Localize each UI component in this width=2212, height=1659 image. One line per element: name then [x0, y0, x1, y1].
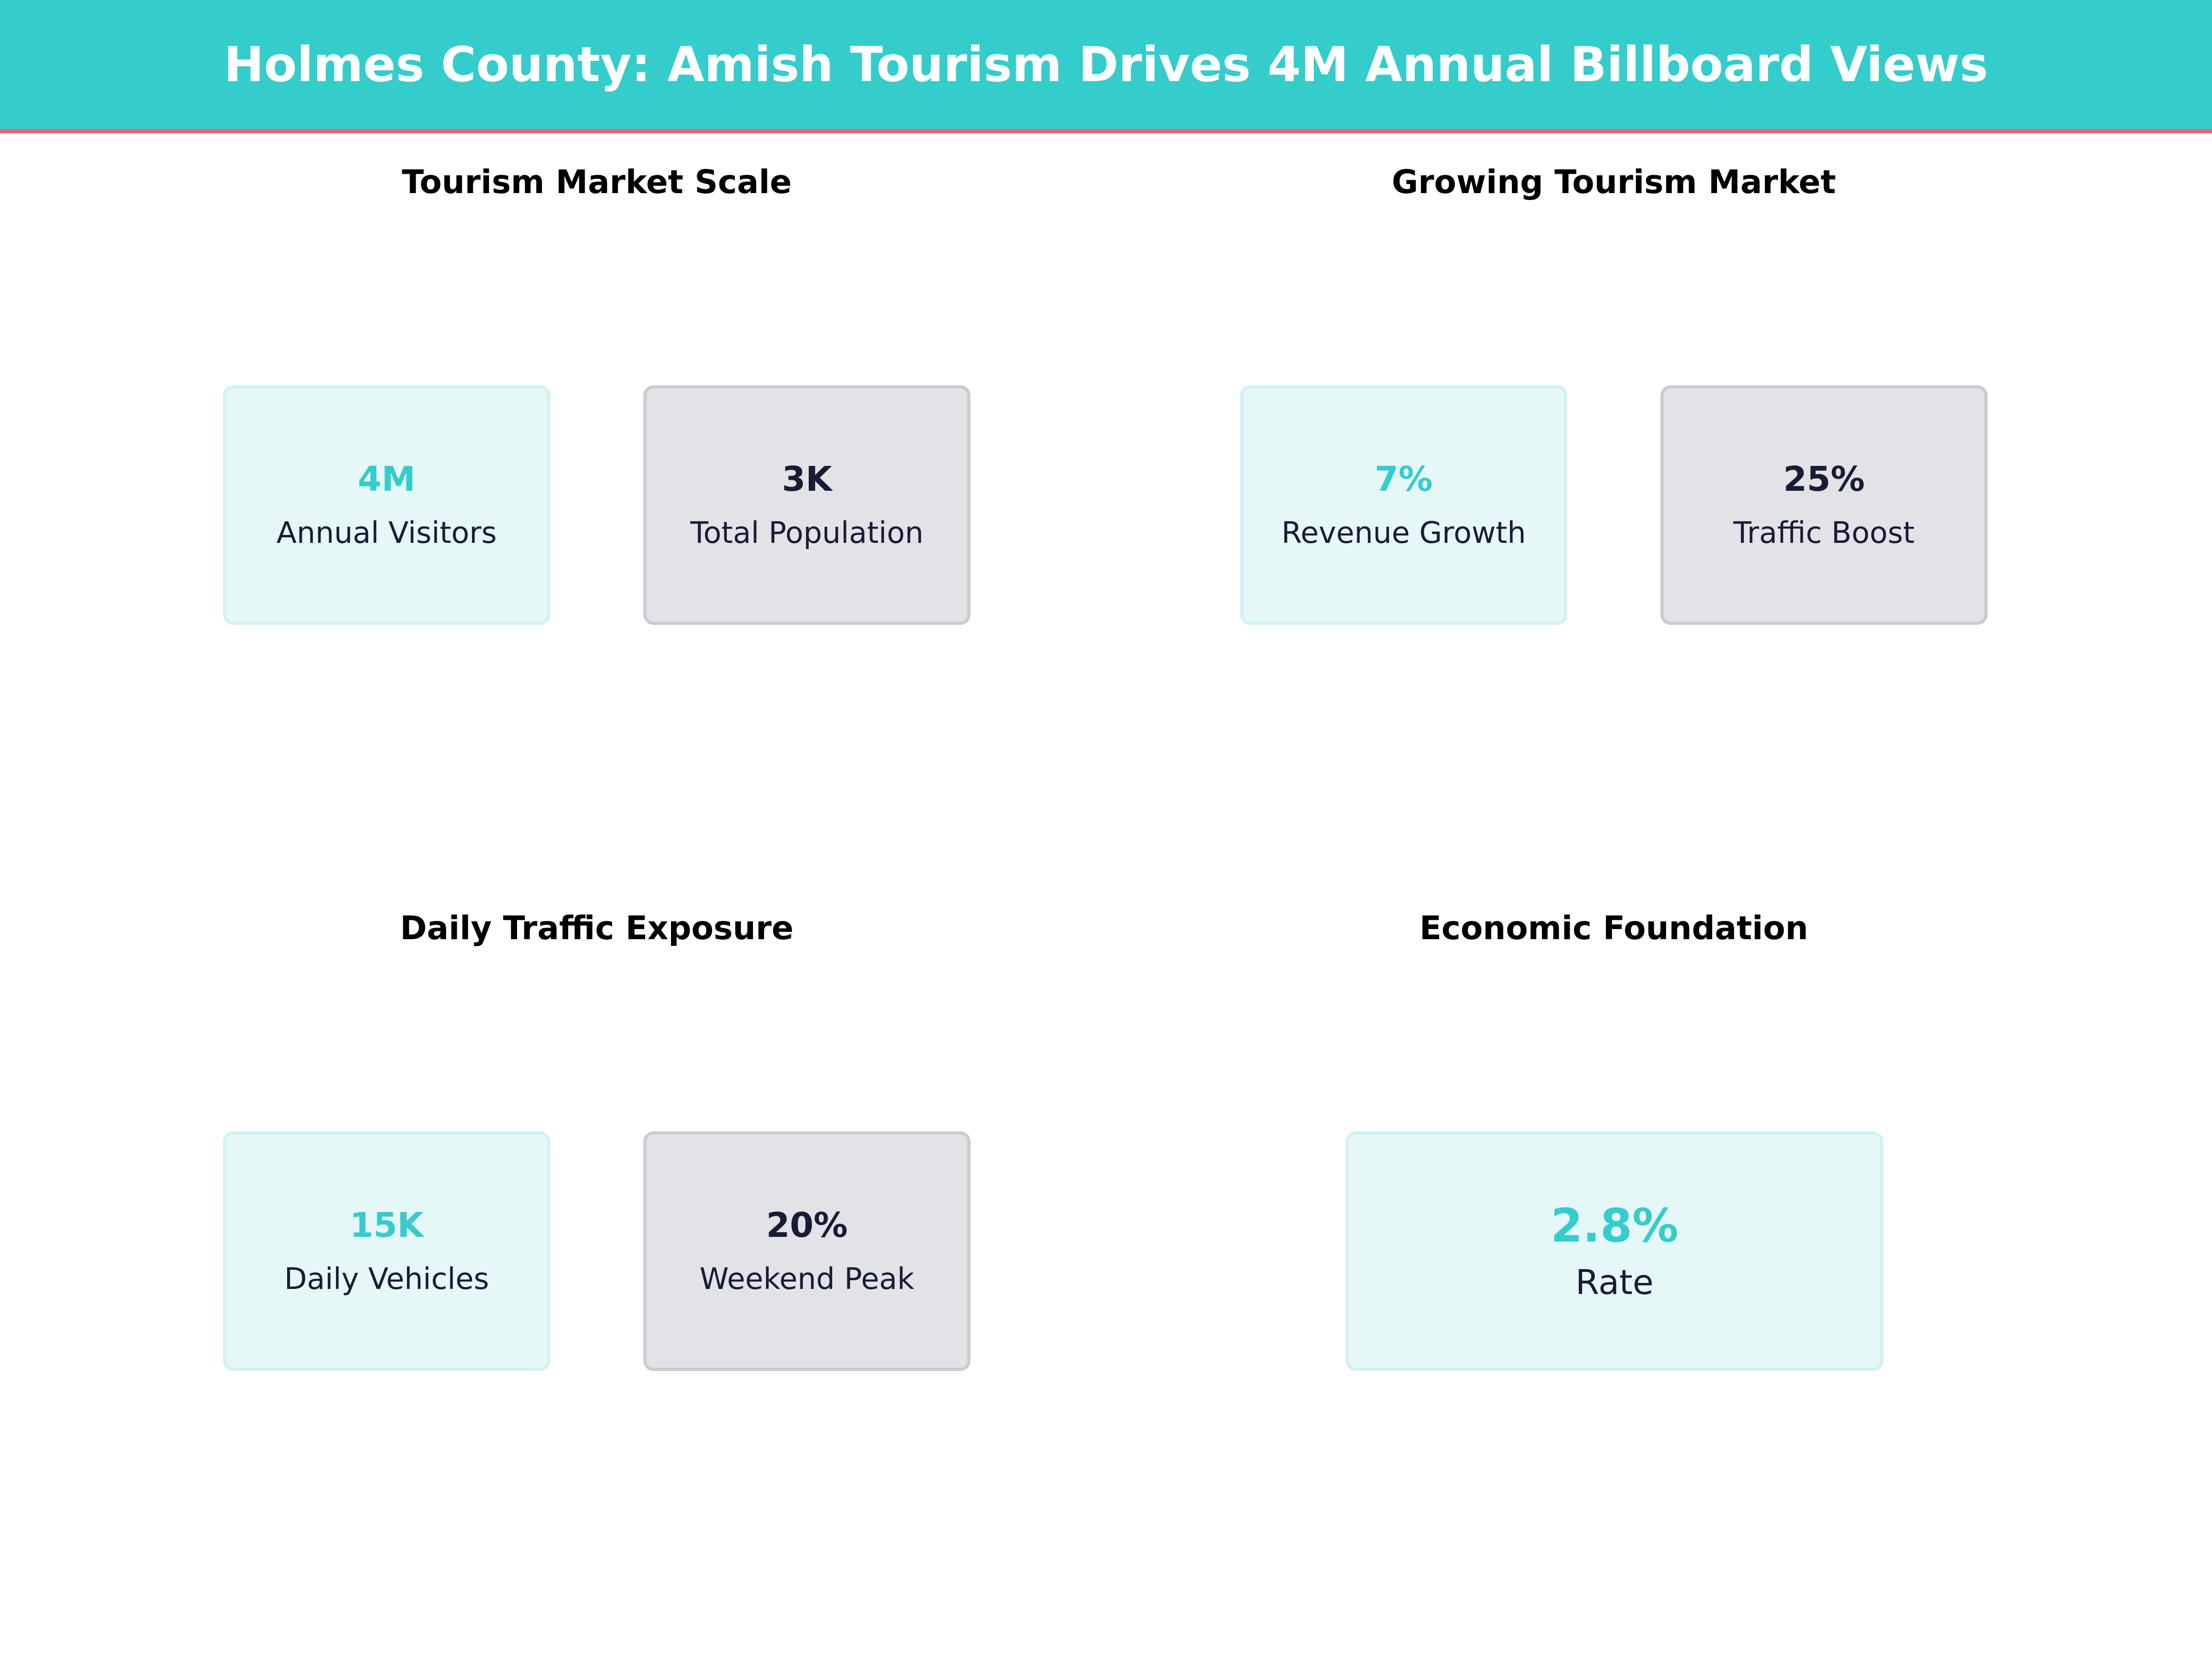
- kpi-card-traffic-boost: 25% Traffic Boost: [1660, 385, 1988, 625]
- kpi-value: 3K: [782, 459, 832, 499]
- section-title-tourism-market-scale: Tourism Market Scale: [402, 163, 792, 201]
- kpi-card-total-population: 3K Total Population: [643, 385, 971, 625]
- kpi-card-weekend-peak: 20% Weekend Peak: [643, 1131, 971, 1371]
- section-title-daily-traffic-exposure: Daily Traffic Exposure: [400, 909, 794, 947]
- kpi-label: Total Population: [690, 516, 924, 550]
- kpi-value: 7%: [1375, 459, 1433, 499]
- kpi-label: Daily Vehicles: [284, 1262, 489, 1296]
- page-title: Holmes County: Amish Tourism Drives 4M A…: [224, 36, 1988, 93]
- kpi-card-annual-visitors: 4M Annual Visitors: [223, 385, 550, 625]
- header-banner: Holmes County: Amish Tourism Drives 4M A…: [0, 0, 2212, 133]
- kpi-label: Traffic Boost: [1733, 516, 1915, 550]
- kpi-value: 15K: [349, 1206, 424, 1245]
- section-title-growing-tourism-market: Growing Tourism Market: [1392, 163, 1836, 201]
- kpi-label: Weekend Peak: [700, 1262, 914, 1296]
- kpi-card-daily-vehicles: 15K Daily Vehicles: [223, 1131, 550, 1371]
- kpi-value: 4M: [358, 459, 416, 499]
- kpi-label: Rate: [1575, 1263, 1654, 1302]
- kpi-card-rate: 2.8% Rate: [1346, 1131, 1883, 1371]
- kpi-value: 25%: [1783, 459, 1865, 499]
- kpi-value: 2.8%: [1550, 1199, 1679, 1253]
- kpi-label: Revenue Growth: [1281, 516, 1526, 550]
- section-title-economic-foundation: Economic Foundation: [1419, 909, 1808, 947]
- kpi-value: 20%: [766, 1206, 848, 1245]
- kpi-card-revenue-growth: 7% Revenue Growth: [1240, 385, 1567, 625]
- kpi-label: Annual Visitors: [276, 516, 497, 550]
